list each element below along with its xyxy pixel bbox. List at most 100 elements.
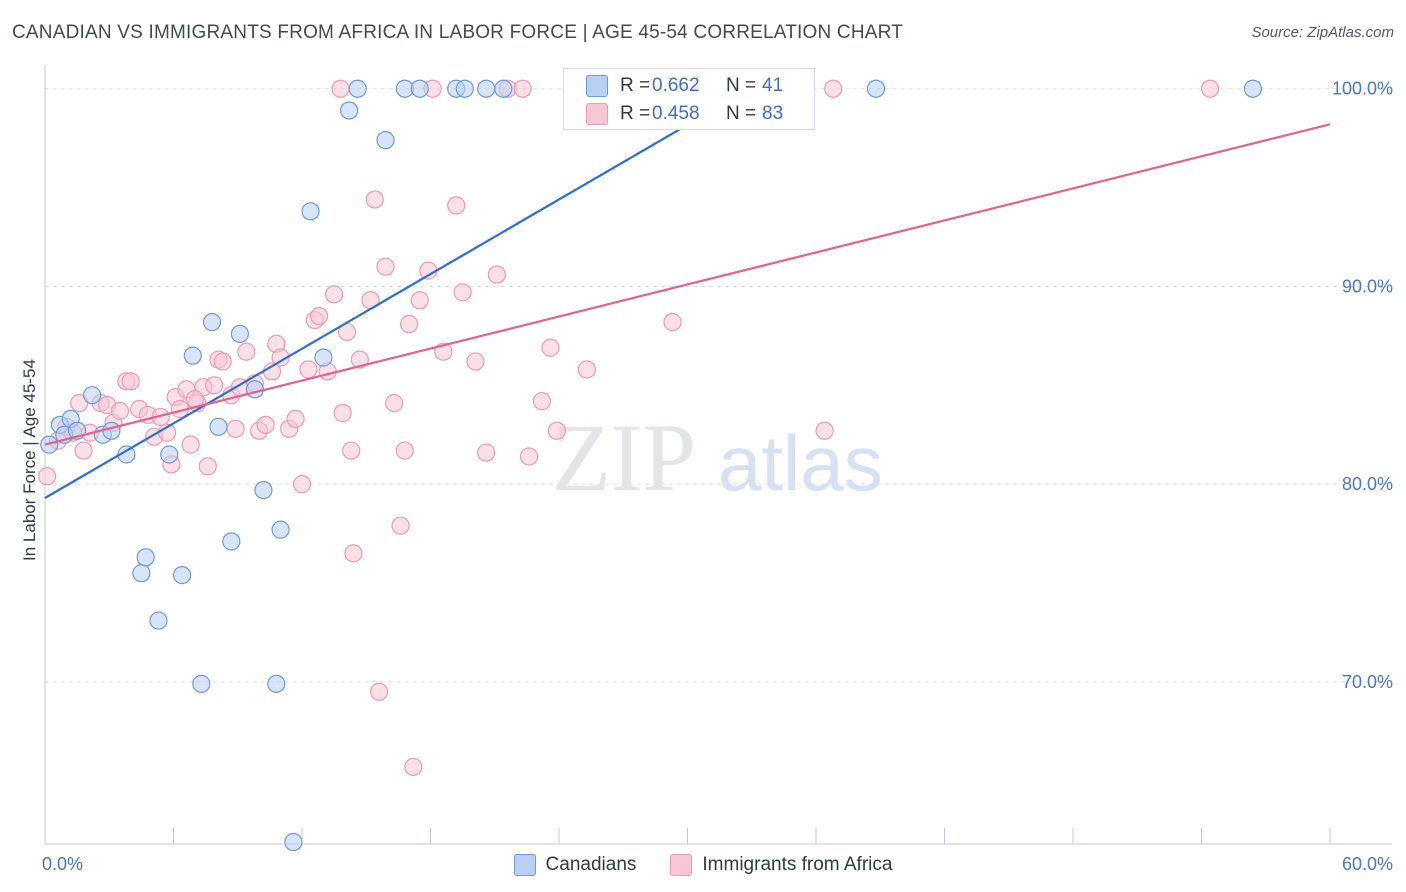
immigrants-point xyxy=(384,393,404,413)
canadians-point xyxy=(222,532,241,551)
immigrants-point xyxy=(271,348,290,367)
canadians-legend-swatch xyxy=(513,854,536,876)
immigrants-point xyxy=(547,421,566,440)
immigrants-point xyxy=(325,285,344,304)
canadians-point xyxy=(230,324,249,343)
immigrants-point xyxy=(663,312,682,332)
immigrants-point xyxy=(487,265,506,284)
legend-row-canadians: R = 0.662 N = 41 xyxy=(586,72,836,100)
canadians-point xyxy=(410,79,429,98)
n-value: 83 xyxy=(762,103,784,124)
immigrants-point xyxy=(541,338,560,357)
canadians-swatch xyxy=(586,75,608,97)
immigrants-point xyxy=(299,360,318,379)
x-tick-label: 0.0% xyxy=(42,854,83,874)
canadians-point xyxy=(172,566,192,585)
canadians-point xyxy=(267,674,286,693)
canadians-point xyxy=(348,79,367,98)
immigrants-point xyxy=(226,419,245,438)
immigrants-point xyxy=(453,283,472,302)
r-value: 0.662 xyxy=(652,75,700,96)
source-label: Source: ZipAtlas.com xyxy=(1251,24,1394,41)
immigrants-point xyxy=(286,409,305,429)
legend-item-immigrants: Immigrants from Africa xyxy=(670,854,892,876)
immigrants-point xyxy=(256,415,275,434)
immigrants-point xyxy=(1200,79,1220,98)
canadians-point xyxy=(254,480,273,500)
trend-lines xyxy=(44,87,1331,499)
immigrants-point xyxy=(110,401,130,421)
canadians-point xyxy=(1243,79,1263,98)
canadians-point xyxy=(149,611,168,630)
canadians-point xyxy=(494,79,513,98)
r-label: R = xyxy=(620,75,651,96)
immigrants-point xyxy=(350,350,369,369)
canadians-point xyxy=(340,101,359,120)
canadians-point xyxy=(245,380,264,399)
immigrants-point xyxy=(404,757,423,776)
canadians-point xyxy=(271,520,290,539)
immigrants-point xyxy=(74,441,93,460)
canadians-point xyxy=(132,564,151,583)
canadians-point xyxy=(160,445,179,464)
canadians-point xyxy=(102,421,121,440)
immigrants-point xyxy=(577,360,596,379)
y-axis-label: In Labor Force | Age 45-54 xyxy=(20,359,39,561)
immigrants-point xyxy=(310,306,329,326)
immigrants-point xyxy=(376,257,395,276)
chart-title: CANADIAN VS IMMIGRANTS FROM AFRICA IN LA… xyxy=(12,22,904,43)
x-tick-label: 60.0% xyxy=(1342,854,1393,874)
canadians-point xyxy=(314,348,333,367)
watermark-zip: ZIP xyxy=(552,404,696,511)
r-label: R = xyxy=(620,103,651,124)
canadians-point xyxy=(192,674,211,693)
immigrants-point xyxy=(532,392,551,411)
immigrants-swatch xyxy=(586,103,608,125)
immigrants-point xyxy=(333,403,352,423)
canadians-point xyxy=(183,346,202,365)
series-legend: Canadians Immigrants from Africa xyxy=(0,852,1406,878)
canadians-point xyxy=(284,832,303,852)
immigrants-point xyxy=(292,475,312,494)
immigrants-point xyxy=(38,467,57,486)
n-label: N = xyxy=(726,75,757,96)
canadians-point xyxy=(455,79,474,98)
immigrants-point xyxy=(344,544,363,563)
legend-row-immigrants: R = 0.458 N = 83 xyxy=(586,100,836,128)
immigrants-point xyxy=(205,376,224,395)
y-tick-label: 70.0% xyxy=(1342,672,1393,692)
canadians-point xyxy=(83,386,102,405)
canadians-point xyxy=(866,79,886,98)
immigrants-point xyxy=(331,79,350,98)
y-tick-label: 90.0% xyxy=(1342,276,1393,296)
canadians-point xyxy=(477,79,496,98)
immigrants-point xyxy=(370,682,389,701)
immigrants-point xyxy=(213,352,232,371)
canadians-point xyxy=(301,202,320,221)
y-tick-label: 100.0% xyxy=(1332,79,1393,99)
immigrants-point xyxy=(181,435,200,454)
immigrants-point xyxy=(237,342,256,361)
canadians-legend-label: Canadians xyxy=(545,854,637,875)
immigrants-point xyxy=(477,443,496,462)
watermark-atlas: atlas xyxy=(718,419,883,507)
immigrants-point xyxy=(395,441,414,460)
tick-labels: 100.0% 90.0% 80.0% 70.0% 0.0% 60.0% xyxy=(42,79,1393,874)
immigrants-point xyxy=(198,457,217,476)
immigrants-point xyxy=(121,372,140,391)
watermark: ZIP atlas xyxy=(552,404,883,511)
immigrants-point xyxy=(519,447,539,466)
immigrants-legend-label: Immigrants from Africa xyxy=(702,854,893,875)
immigrants-legend-swatch xyxy=(670,854,693,876)
immigrants-point xyxy=(824,79,843,98)
immigrants-point xyxy=(466,352,485,371)
immigrants-point xyxy=(391,516,410,535)
correlation-legend: R = 0.662 N = 41 R = 0.458 N = 83 xyxy=(563,68,815,130)
canadians-point xyxy=(202,312,222,332)
canadians-point xyxy=(209,417,228,436)
immigrants-trend-line xyxy=(44,123,1331,446)
immigrants-point xyxy=(447,196,466,215)
y-tick-label: 80.0% xyxy=(1342,474,1393,494)
immigrants-point xyxy=(399,314,419,334)
